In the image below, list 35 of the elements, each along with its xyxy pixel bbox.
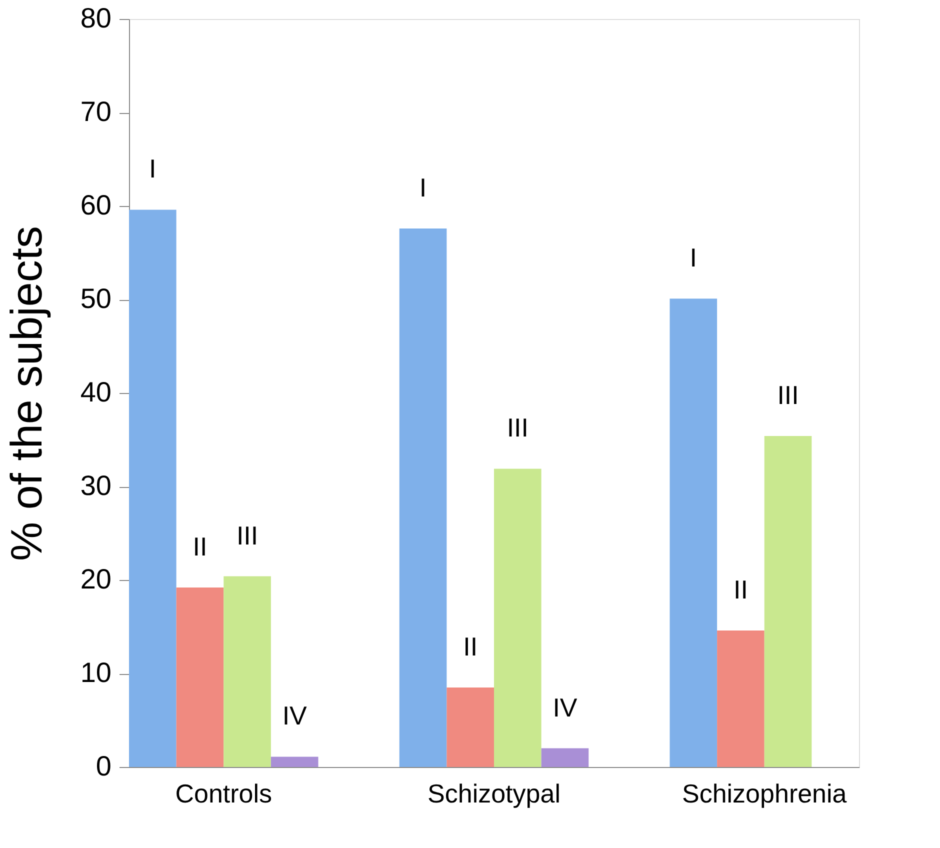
y-tick-label: 30 (80, 470, 112, 501)
bar (494, 468, 542, 767)
text: I (419, 172, 427, 202)
y-axis-title: % of the subjects (2, 226, 52, 562)
series-label: III (236, 520, 258, 550)
y-tick-label: 40 (80, 376, 112, 408)
y-tick-label: 50 (80, 283, 112, 314)
bar (399, 228, 447, 767)
text: III (777, 380, 799, 410)
text: IV (552, 692, 578, 722)
bar (764, 436, 812, 767)
bar (270, 756, 318, 767)
series-label: II (192, 531, 208, 562)
text: II (463, 632, 478, 662)
x-tick-label: Schizotypal (428, 778, 560, 808)
bar (670, 298, 718, 767)
y-tick-label: 60 (80, 190, 112, 220)
bar (176, 587, 224, 767)
bar (446, 688, 494, 767)
text: I (690, 242, 698, 273)
x-tick-label: Schizophrenia (682, 778, 848, 808)
text: II (733, 574, 748, 604)
y-tick-label: 10 (80, 657, 112, 688)
y-tick-label: 0 (96, 750, 112, 782)
series-label: IV (282, 700, 308, 731)
x-tick-label: Controls (175, 778, 272, 808)
bar (717, 630, 764, 767)
bar (224, 576, 271, 767)
bar (129, 210, 176, 767)
y-tick-label: 80 (80, 2, 112, 34)
bar (541, 748, 589, 767)
series-label: I (149, 154, 156, 184)
y-tick-label: 20 (80, 564, 112, 594)
y-tick-label: 70 (80, 96, 112, 127)
text: III (506, 412, 528, 443)
